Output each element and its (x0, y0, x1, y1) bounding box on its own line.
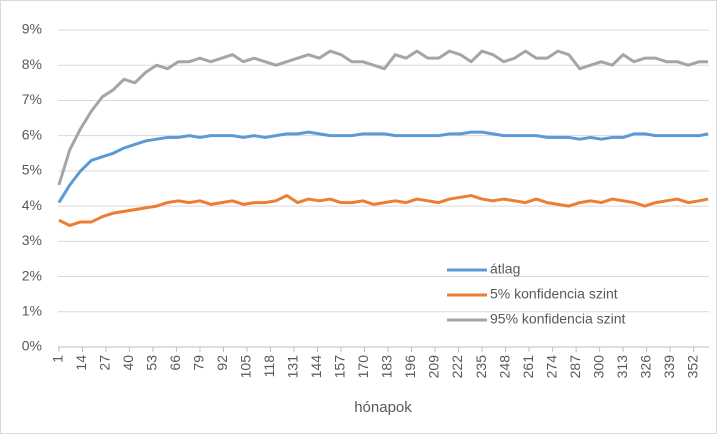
x-tick-label: 14 (73, 355, 89, 371)
x-tick-label: 300 (590, 355, 606, 379)
x-tick-label: 170 (355, 355, 371, 379)
legend-label: 5% konfidencia szint (490, 286, 618, 302)
x-tick-label: 118 (261, 355, 277, 378)
y-tick-label: 9% (22, 21, 42, 37)
x-tick-label: 40 (120, 355, 136, 371)
x-tick-label: 339 (661, 355, 677, 379)
line-series (58, 194, 709, 227)
x-tick-label: 222 (449, 355, 465, 379)
y-tick-label: 5% (22, 162, 42, 178)
x-tick-label: 313 (614, 355, 630, 379)
x-tick-label: 144 (308, 355, 324, 379)
y-tick-label: 2% (22, 267, 42, 283)
x-tick-label: 287 (567, 355, 583, 379)
x-tick-label: 352 (684, 355, 700, 379)
y-tick-label: 3% (22, 232, 42, 248)
x-tick-label: 79 (191, 355, 207, 371)
y-tick-label: 6% (22, 126, 42, 142)
x-tick-label: 274 (543, 355, 559, 379)
x-tick-label: 92 (214, 355, 230, 371)
line-series (57, 49, 709, 186)
y-tick-label: 1% (22, 302, 42, 318)
x-axis-label: hónapok (354, 399, 412, 416)
x-tick-label: 27 (97, 355, 113, 371)
x-tick-label: 248 (496, 355, 512, 379)
x-tick-label: 131 (285, 355, 301, 379)
x-tick-label: 105 (238, 355, 254, 379)
line-series (57, 130, 709, 204)
x-tick-label: 326 (637, 355, 653, 379)
x-tick-label: 183 (379, 355, 395, 379)
x-tick-label: 261 (520, 355, 536, 379)
legend-label: átlag (490, 261, 520, 277)
x-tick-label: 196 (402, 355, 418, 379)
y-tick-label: 8% (22, 56, 42, 72)
x-tick-label: 235 (473, 355, 489, 379)
x-tick-label: 209 (426, 355, 442, 379)
y-tick-label: 7% (22, 91, 42, 107)
y-tick-label: 0% (22, 338, 42, 354)
legend-label: 95% konfidencia szint (490, 311, 626, 327)
x-tick-label: 1 (50, 355, 66, 363)
x-tick-label: 66 (167, 355, 183, 371)
y-tick-label: 4% (22, 197, 42, 213)
x-tick-label: 53 (144, 355, 160, 371)
x-tick-label: 157 (332, 355, 348, 379)
